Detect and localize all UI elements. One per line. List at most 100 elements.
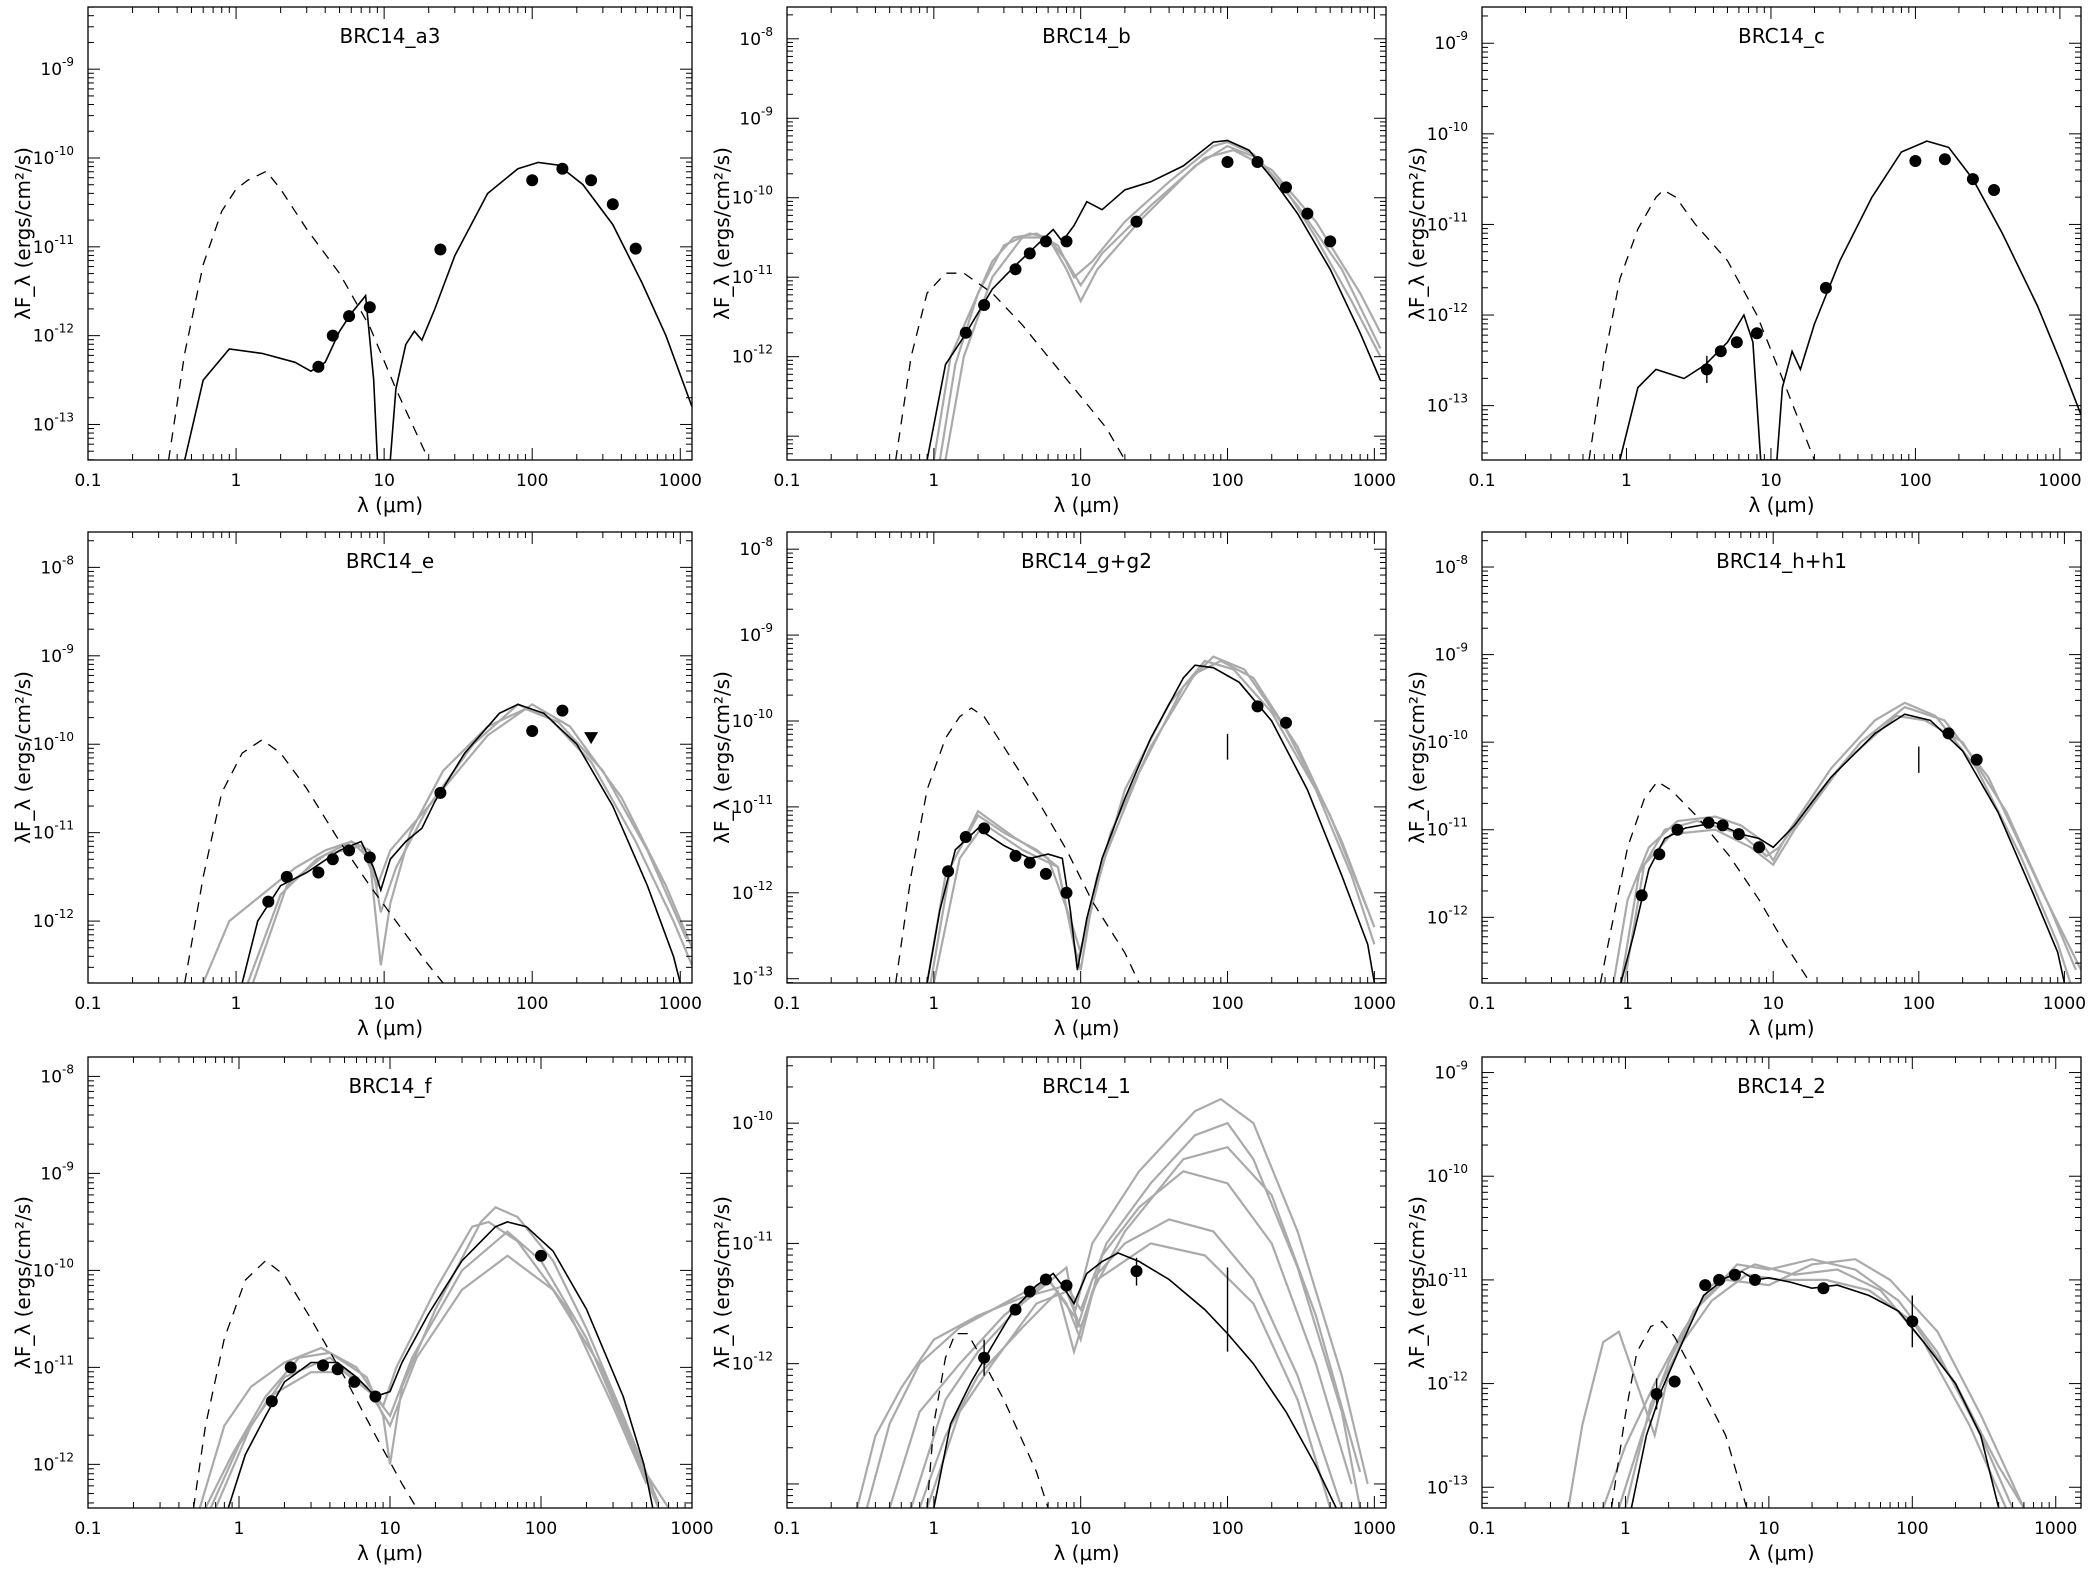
panel-title: BRC14_b [1042,24,1131,48]
data-point [343,844,356,857]
x-tick-label: 0.1 [74,994,101,1014]
panel-title: BRC14_a3 [339,24,440,48]
y-axis-label: λF_λ (ergs/cm²/s) [11,671,35,844]
grey-model-fit [938,144,1382,460]
y-axis-label: λF_λ (ergs/cm²/s) [710,1196,734,1369]
y-tick-label: 10-13 [33,410,74,435]
y-tick-label: 10-10 [1427,1162,1468,1187]
data-point [1653,848,1666,861]
data-point [585,174,598,187]
grey-model-fit [856,1121,1362,1508]
y-tick-label: 10-8 [40,1062,74,1087]
x-tick-label: 1 [1622,994,1633,1014]
data-point [1039,867,1052,880]
grey-model-fit [1567,1258,2014,1508]
best-fit-line [933,1252,1337,1508]
x-axis-label: λ (μm) [1053,1541,1119,1565]
data-point [280,870,293,883]
y-tick-label: 10-9 [739,621,773,646]
data-point [1938,153,1951,166]
best-fit-line [227,1221,654,1508]
x-tick-label: 100 [1899,471,1931,491]
best-fit-line [183,161,692,460]
data-point [369,1390,382,1403]
panel-brc14-f: 0.1 1 10 100 1000 10-12 10-11 10-10 10-9 10-8 BRC1… [11,1056,714,1565]
y-tick-label: 10-10 [732,707,773,732]
x-tick-label: 100 [1211,471,1243,491]
x-tick-label: 1000 [2043,994,2086,1014]
data-point [1009,263,1022,276]
best-fit-line [926,664,1376,983]
y-tick-label: 10-12 [33,1450,74,1475]
x-tick-label: 0.1 [773,471,800,491]
plot-area [856,1097,1369,1508]
data-point [535,1249,547,1262]
grey-model-fit [198,1220,648,1508]
data-point [1966,173,1979,186]
data-point [1009,849,1022,862]
y-tick-label: 10-13 [732,965,773,990]
data-point [434,786,447,799]
x-tick-label: 1000 [1353,471,1396,491]
data-point [1732,828,1745,841]
x-tick-label: 1 [231,471,242,491]
data-point [1635,889,1648,902]
grey-model-fit [865,1097,1369,1508]
y-tick-label: 10-11 [732,263,773,288]
data-point [343,310,356,323]
data-point [526,174,539,187]
panel-title: BRC14_2 [1737,1074,1826,1098]
stellar-photosphere-line [1588,189,1816,460]
grey-model-fit [251,703,692,983]
grey-model-fit [1624,1273,2025,1508]
x-tick-label: 1 [1621,471,1632,491]
plot-area [895,655,1376,983]
data-point [1702,816,1715,829]
x-axis-label: λ (μm) [357,1541,423,1565]
data-point [1671,823,1684,836]
data-point [1039,235,1052,248]
y-tick-label: 10-11 [33,233,74,258]
x-axis-label: λ (μm) [1748,1541,1814,1565]
x-tick-label: 1000 [1353,994,1396,1014]
x-tick-label: 10 [373,994,395,1014]
grey-model-fit [1623,714,2077,983]
grey-model-fit [926,1242,1332,1508]
axes-frame [1481,531,2082,984]
x-tick-label: 1000 [659,994,702,1014]
stellar-photosphere-line [167,170,430,460]
data-point [1819,281,1832,294]
y-tick-label: 10-11 [33,1353,74,1378]
panel-title: BRC14_c [1738,24,1825,48]
x-tick-label: 1 [928,471,939,491]
x-tick-label: 10 [1760,471,1782,491]
y-tick-label: 10-11 [1427,816,1468,841]
x-tick-label: 1000 [659,471,702,491]
data-point [526,725,539,737]
y-tick-label: 10-10 [1427,120,1468,145]
x-axis-label: λ (μm) [1053,1016,1119,1040]
data-point [1970,753,1983,766]
grey-model-fit [1612,701,2072,983]
stellar-photosphere-line [895,272,1126,460]
plot-area [184,703,692,983]
y-axis-label: λF_λ (ergs/cm²/s) [1405,147,1429,320]
data-point [363,851,376,864]
data-point [1699,1279,1712,1292]
y-tick-label: 10-12 [1427,903,1468,928]
y-tick-label: 10-8 [739,25,773,50]
stellar-photosphere-line [192,1259,418,1508]
x-tick-label: 1000 [1353,1519,1396,1539]
x-tick-label: 0.1 [1468,1519,1495,1539]
axes-frame [786,531,1387,984]
x-tick-label: 1 [1620,1519,1631,1539]
x-tick-label: 10 [1070,994,1092,1014]
x-tick-label: 100 [1211,1519,1243,1539]
panel-brc14-b: 0.1 1 10 100 1000 10-12 10-11 10-10 10-9 10-8 BRC1… [710,6,1396,517]
axes-frame [87,1056,693,1509]
panel-brc14-g-g2: 0.1 1 10 100 1000 10-13 10-12 10-11 10-10 10-9 10-… [710,531,1396,1040]
x-tick-label: 10 [1758,1519,1780,1539]
upper-limit-marker [584,732,599,745]
data-point [326,853,339,866]
